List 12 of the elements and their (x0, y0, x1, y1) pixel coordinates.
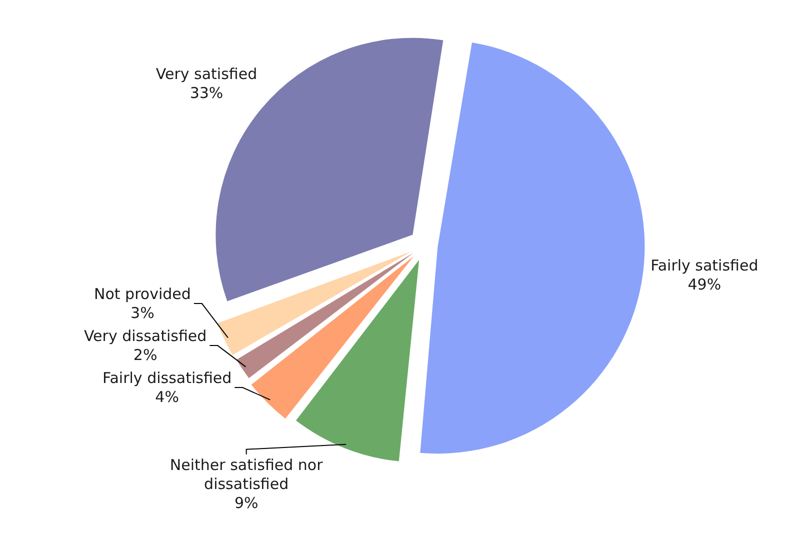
slice-label: Not provided (94, 284, 191, 303)
data-label: 33% (190, 84, 224, 102)
slice-label: Fairly dissatisfied (102, 368, 232, 387)
slice-label: Very satisfied (156, 64, 258, 83)
data-label: 4% (155, 388, 179, 406)
data-label: 2% (133, 346, 158, 364)
data-label: 49% (688, 275, 722, 294)
data-label: 9% (234, 494, 258, 512)
slice-label: Fairly satisfied (650, 256, 758, 274)
data-label: 3% (130, 304, 154, 322)
slice-label: Very dissatisfied (84, 326, 207, 345)
slice-label: Neither satisfied nor dissatisfied (170, 456, 324, 493)
